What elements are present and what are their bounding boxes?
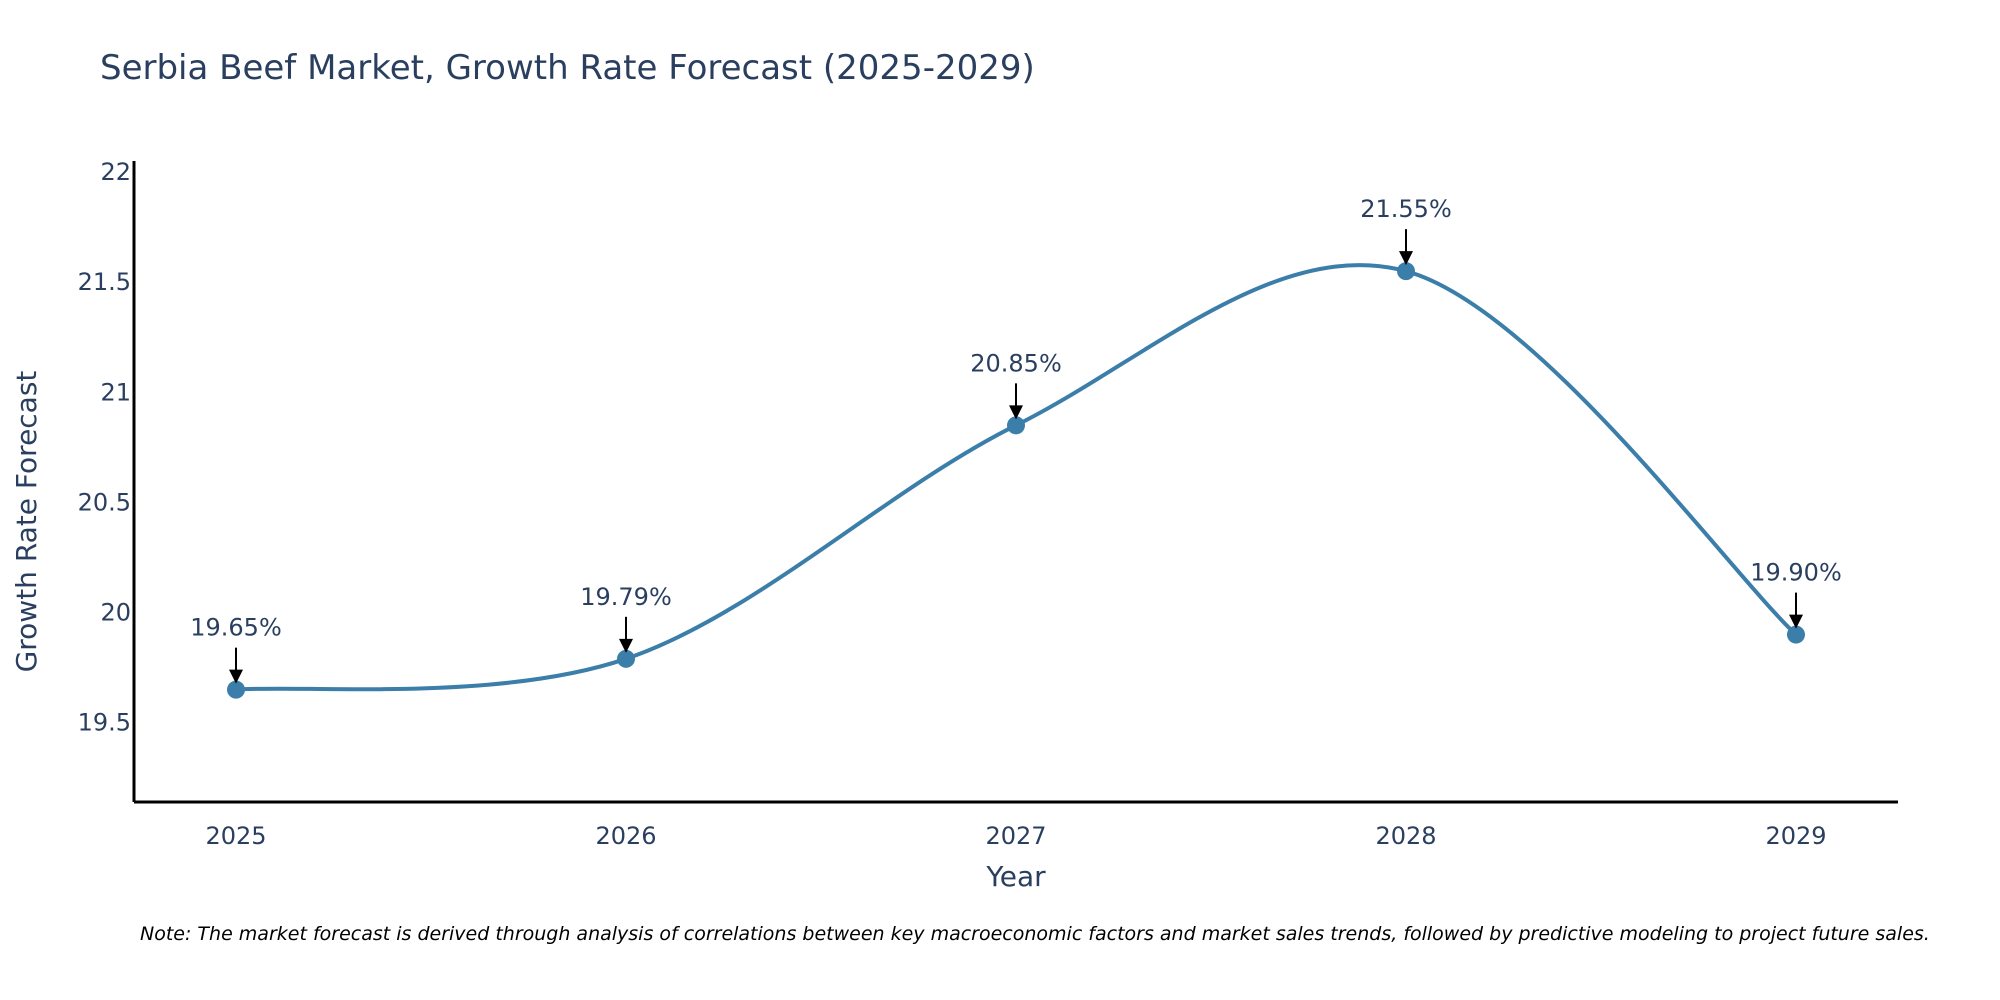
data-points	[227, 262, 1805, 699]
x-axis-title: Year	[985, 860, 1046, 893]
data-point[interactable]	[1787, 625, 1805, 644]
y-tick-label: 19.5	[78, 709, 131, 737]
data-point[interactable]	[227, 680, 245, 699]
data-point[interactable]	[1007, 416, 1025, 435]
annotation-label: 20.85%	[970, 349, 1062, 377]
annotation-arrow-head	[229, 669, 243, 684]
x-tick-label: 2029	[1765, 822, 1826, 850]
y-tick-label: 22	[100, 158, 131, 186]
x-tick-label: 2027	[985, 822, 1046, 850]
series-group	[235, 263, 1798, 692]
data-point[interactable]	[1397, 262, 1415, 281]
annotation-label: 19.65%	[190, 614, 282, 642]
x-tick-label: 2028	[1375, 822, 1436, 850]
annotation-arrow-head	[1789, 614, 1803, 629]
x-tick-label: 2026	[595, 822, 656, 850]
annotation-arrow-head	[1009, 405, 1023, 420]
chart-note: Note: The market forecast is derived thr…	[140, 923, 1930, 945]
y-tick-label: 20	[100, 599, 131, 627]
annotation-label: 21.55%	[1360, 195, 1452, 223]
chart-title: Serbia Beef Market, Growth Rate Forecast…	[100, 48, 1035, 88]
series-line	[235, 263, 1798, 692]
x-tick-label: 2025	[205, 822, 266, 850]
data-point[interactable]	[617, 649, 635, 668]
y-axis-title: Growth Rate Forecast	[10, 371, 43, 673]
y-tick-label: 21	[100, 378, 131, 406]
axes: 19.5 20 20.5 21 21.5 22 2025 2026 2027 2028 2029	[78, 158, 1898, 850]
y-tick-label: 20.5	[78, 488, 131, 516]
annotations: 19.65% 19.79% 20.85% 21.55% 19.90%	[190, 195, 1842, 684]
annotation-label: 19.79%	[580, 583, 672, 611]
annotation-arrow-head	[619, 638, 633, 653]
annotation-label: 19.90%	[1750, 559, 1842, 587]
annotation-arrow-head	[1399, 251, 1413, 266]
y-tick-label: 21.5	[78, 268, 131, 296]
